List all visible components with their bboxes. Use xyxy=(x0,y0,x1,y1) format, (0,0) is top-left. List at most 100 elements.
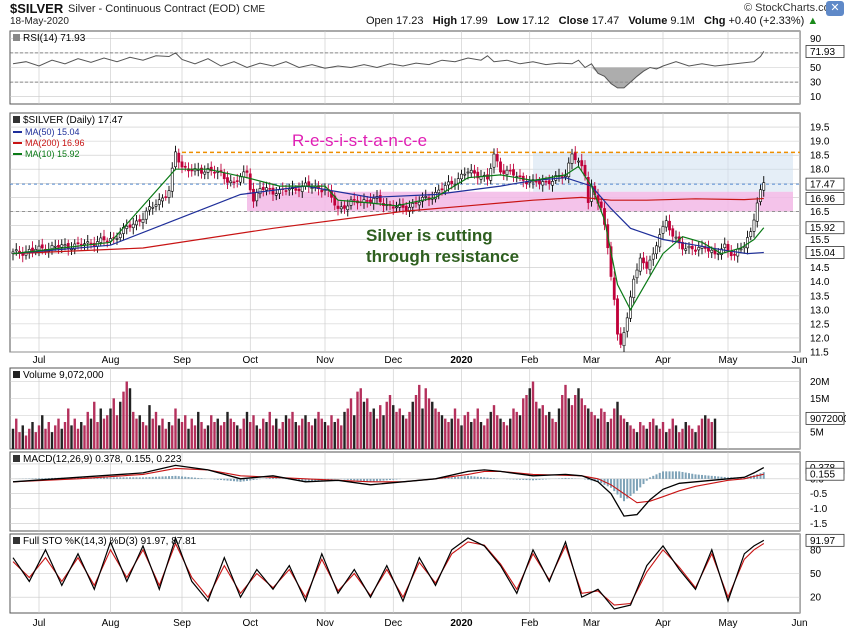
volume-bar xyxy=(11,428,15,449)
price-candle-body xyxy=(372,198,376,204)
price-candle-body xyxy=(690,245,694,250)
axis-tick-label: 16.96 xyxy=(810,194,835,205)
price-candle-body xyxy=(336,205,340,209)
price-candle-body xyxy=(638,257,642,272)
macd-histogram-bar xyxy=(275,477,278,479)
ma-legend-label: MA(50) 15.04 xyxy=(25,127,80,137)
macd-histogram-bar xyxy=(688,473,690,479)
price-candle-body xyxy=(79,243,83,246)
price-candle-body xyxy=(66,243,70,250)
volume-bar xyxy=(707,418,710,449)
macd-histogram-bar xyxy=(515,478,518,480)
macd-histogram-bar xyxy=(668,471,671,479)
macd-histogram-bar xyxy=(301,478,304,482)
price-candle-body xyxy=(60,244,64,248)
price-candle-body xyxy=(733,254,736,256)
macd-histogram-bar xyxy=(106,477,109,479)
macd-histogram-bar xyxy=(720,476,723,479)
volume-bar xyxy=(639,422,642,449)
macd-histogram-bar xyxy=(645,478,648,481)
month-label: Aug xyxy=(102,355,120,366)
price-candle-body xyxy=(651,253,655,260)
price-candle-body xyxy=(284,190,288,192)
volume-bar xyxy=(658,428,661,449)
price-candle-body xyxy=(655,245,658,255)
price-candle-body xyxy=(274,193,278,196)
volume-bar xyxy=(252,415,255,449)
macd-histogram-bar xyxy=(343,478,346,480)
price-candle-body xyxy=(447,181,450,186)
volume-bar xyxy=(531,381,535,449)
price-candle-body xyxy=(414,202,418,204)
volume-bar xyxy=(626,422,629,449)
volume-bar xyxy=(700,418,704,449)
macd-histogram-bar xyxy=(681,471,684,479)
volume-bar xyxy=(369,411,372,449)
volume-legend-icon xyxy=(13,371,20,378)
macd-histogram-bar xyxy=(372,478,375,482)
macd-histogram-bar xyxy=(447,477,450,479)
volume-bar xyxy=(496,415,499,449)
month-label: Dec xyxy=(384,618,402,628)
volume-bar xyxy=(15,418,18,449)
ma10-line xyxy=(12,165,765,312)
macd-histogram-bar xyxy=(213,478,216,480)
volume-bar xyxy=(21,425,24,449)
volume-bar xyxy=(187,428,190,449)
macd-histogram-bar xyxy=(229,478,232,481)
macd-histogram-bar xyxy=(525,478,528,481)
macd-histogram-bar xyxy=(532,478,534,481)
macd-histogram-bar xyxy=(597,478,599,482)
price-candle-body xyxy=(203,171,207,175)
volume-bar xyxy=(450,418,453,449)
macd-histogram-bar xyxy=(441,478,443,479)
last-value-box xyxy=(805,533,845,547)
volume-bar xyxy=(132,411,135,449)
macd-histogram-bar xyxy=(483,477,486,479)
price-candle-body xyxy=(297,188,301,192)
macd-histogram-bar xyxy=(125,477,128,479)
macd-histogram-bar xyxy=(236,478,239,482)
price-candle-body xyxy=(37,245,41,251)
macd-histogram-bar xyxy=(350,478,352,481)
ma-legend-label: MA(200) 16.96 xyxy=(25,138,85,148)
volume-bar xyxy=(414,395,418,449)
axis-tick-label: 14.5 xyxy=(810,263,830,274)
price-candle-body xyxy=(265,187,268,191)
macd-histogram-bar xyxy=(753,475,755,479)
price-candle-body xyxy=(502,170,506,174)
macd-histogram-bar xyxy=(226,478,229,481)
ma200-line xyxy=(12,196,764,255)
close-icon[interactable]: ✕ xyxy=(826,1,844,16)
price-candle-body xyxy=(547,180,551,185)
price-candle-body xyxy=(755,202,759,222)
macd-line xyxy=(12,464,765,517)
last-value-box xyxy=(805,177,845,191)
price-candle-body xyxy=(222,173,226,180)
macd-histogram-bar xyxy=(103,477,105,479)
price-candle-body xyxy=(209,166,213,172)
macd-histogram-bar xyxy=(129,477,131,479)
macd-histogram-bar xyxy=(138,477,141,479)
volume-bar xyxy=(167,422,171,449)
volume-bar xyxy=(427,398,431,449)
volume-bar xyxy=(349,398,353,449)
macd-histogram-bar xyxy=(444,477,447,479)
macd-histogram-bar xyxy=(460,476,463,479)
price-candle-body xyxy=(762,182,766,191)
volume-bar xyxy=(522,398,525,449)
price-candle-body xyxy=(190,169,194,172)
macd-histogram-bar xyxy=(727,477,729,479)
axis-tick-label: 19.5 xyxy=(810,123,830,134)
month-label: Jun xyxy=(791,618,807,628)
volume-bar xyxy=(668,428,671,449)
macd-histogram-bar xyxy=(545,478,547,480)
price-candle-body xyxy=(434,192,437,200)
volume-bar xyxy=(473,418,476,449)
last-value-box xyxy=(805,411,845,425)
price-candle-body xyxy=(505,169,509,175)
price-candle-body xyxy=(141,218,145,223)
axis-tick-label: 50 xyxy=(810,569,822,580)
macd-histogram-bar xyxy=(158,476,161,479)
price-candle-body xyxy=(664,220,668,228)
